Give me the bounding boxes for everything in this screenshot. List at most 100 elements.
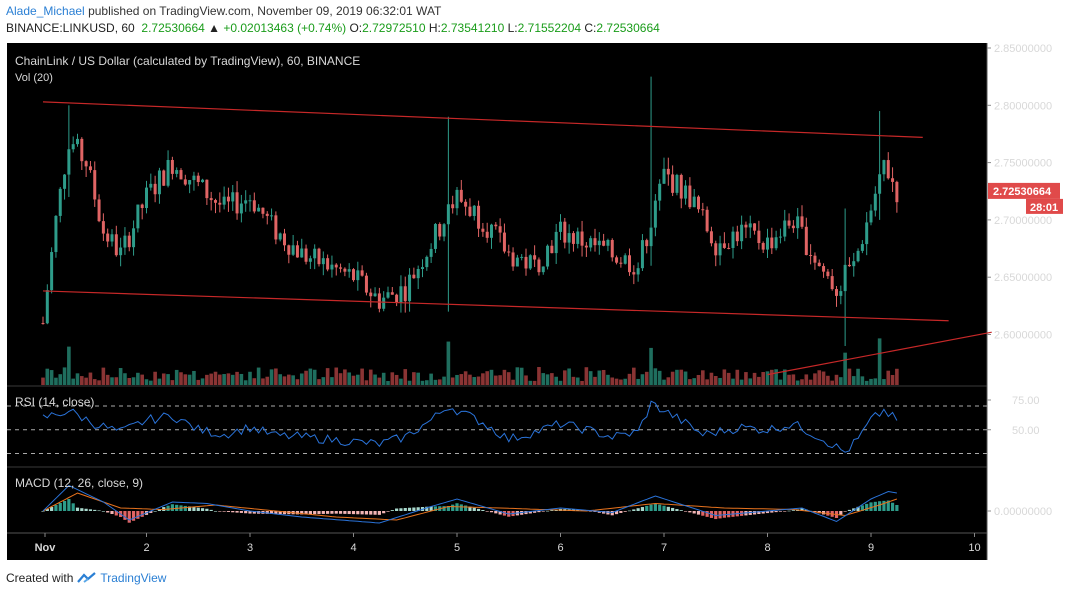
candle-body: [313, 248, 317, 259]
volume-bar: [662, 379, 666, 385]
volume-bar: [200, 378, 205, 385]
volume-bar: [537, 367, 541, 385]
candle-body: [649, 227, 653, 247]
macd-histogram-bar: [524, 511, 528, 515]
candle-body: [123, 235, 127, 248]
candle-body: [502, 232, 506, 252]
price-tick-label: 2.80000000: [994, 100, 1052, 112]
macd-histogram-bar: [619, 511, 623, 513]
macd-histogram-bar: [343, 511, 347, 514]
candle-body: [317, 248, 321, 265]
volume-bar: [481, 373, 485, 385]
macd-histogram-bar: [395, 508, 399, 511]
volume-bar: [97, 380, 101, 385]
macd-histogram-bar: [472, 507, 476, 511]
volume-bar: [558, 380, 563, 385]
candle-body: [63, 174, 67, 189]
volume-bar: [545, 374, 550, 385]
candle-body: [451, 204, 455, 209]
candle-body: [330, 264, 334, 270]
volume-bar: [847, 368, 852, 385]
volume-bar: [299, 373, 304, 385]
macd-histogram-bar: [239, 511, 243, 513]
volume-bar: [472, 377, 477, 385]
macd-histogram-bar: [123, 511, 127, 520]
macd-histogram-bar: [425, 506, 429, 511]
candle-body: [295, 245, 299, 258]
price-tick-label: 2.75000000: [994, 158, 1052, 170]
candle-body: [783, 220, 787, 237]
macd-histogram-bar: [761, 511, 765, 514]
volume-bar: [877, 338, 882, 385]
candle-body: [869, 210, 873, 223]
candle-body: [610, 239, 614, 258]
candle-body: [757, 230, 761, 244]
volume-bar: [476, 376, 481, 385]
volume-bar: [679, 369, 684, 385]
macd-histogram-bar: [481, 510, 485, 511]
volume-bar: [670, 371, 675, 385]
macd-histogram-bar: [545, 510, 550, 512]
volume-bar: [226, 373, 231, 385]
candle-body: [175, 170, 179, 174]
volume-bar: [731, 378, 735, 385]
candle-body: [446, 204, 450, 225]
macd-histogram-bar: [93, 509, 97, 511]
candle-body: [692, 196, 696, 208]
volume-bar: [144, 379, 149, 385]
candle-body: [636, 268, 640, 275]
candle-body: [584, 245, 588, 248]
volume-bar: [248, 371, 252, 385]
macd-histogram-bar: [140, 511, 144, 517]
volume-bar: [420, 380, 425, 385]
candle-body: [576, 231, 580, 244]
candle-body: [153, 183, 157, 195]
tradingview-link[interactable]: TradingView: [100, 571, 167, 585]
candle-body: [403, 286, 407, 302]
candle-body: [106, 233, 110, 242]
macd-histogram-bar: [882, 500, 886, 511]
candle-body: [847, 264, 851, 267]
volume-bar: [722, 369, 727, 385]
macd-histogram-bar: [890, 502, 895, 511]
volume-bar: [550, 373, 554, 385]
candle-body: [878, 174, 882, 194]
volume-bar: [157, 378, 162, 385]
volume-bar: [325, 368, 330, 385]
volume-bar: [105, 374, 110, 385]
macd-histogram-bar: [97, 510, 101, 512]
candle-body: [744, 224, 748, 228]
volume-bar: [821, 371, 826, 385]
candle-body: [623, 255, 627, 264]
volume-bar: [84, 377, 88, 385]
candle-body: [606, 239, 610, 246]
volume-bar: [187, 374, 192, 385]
candle-body: [464, 201, 468, 207]
author-link[interactable]: Alade_Michael: [6, 4, 85, 18]
candle-body: [119, 247, 123, 256]
macd-histogram-bar: [451, 504, 455, 511]
volume-bar: [222, 374, 226, 385]
macd-histogram-bar: [188, 506, 192, 511]
time-tick-label: 5: [454, 542, 460, 554]
macd-histogram-bar: [321, 511, 325, 514]
macd-histogram-bar: [183, 505, 187, 511]
time-tick-label: 3: [247, 542, 253, 554]
macd-histogram-bar: [265, 511, 269, 514]
volume-bar: [179, 372, 183, 385]
candle-body: [235, 192, 239, 214]
candle-body: [550, 245, 554, 254]
volume-bar: [619, 379, 623, 385]
macd-histogram-bar: [205, 508, 209, 511]
macd-histogram-bar: [783, 511, 787, 512]
volume-bar: [869, 378, 873, 385]
candle-body: [84, 161, 88, 167]
volume-bar: [88, 372, 93, 385]
candle-body: [494, 224, 498, 227]
macd-histogram-bar: [623, 511, 627, 512]
volume-bar: [58, 374, 63, 385]
volume-bar: [235, 371, 239, 385]
candle-body: [183, 179, 187, 185]
candle-body: [472, 205, 476, 216]
